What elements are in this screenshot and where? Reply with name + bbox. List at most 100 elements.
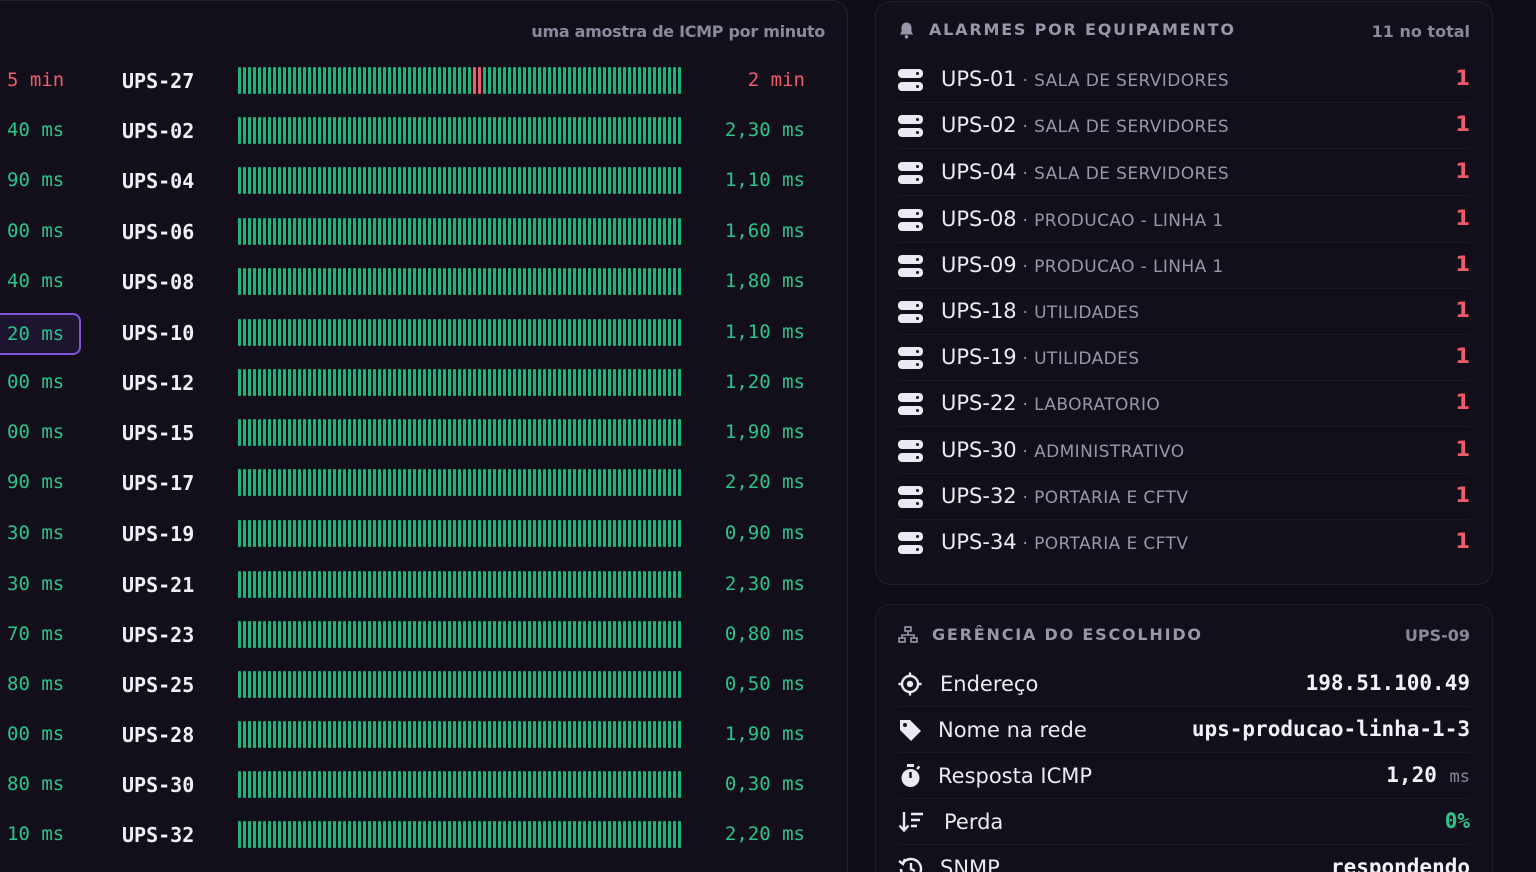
- device-name[interactable]: UPS-12: [122, 371, 195, 395]
- sample-bar: [498, 621, 501, 648]
- sample-bar: [303, 117, 306, 144]
- sample-bar: [248, 117, 251, 144]
- device-name[interactable]: UPS-04: [122, 169, 195, 193]
- sample-bar: [418, 771, 421, 798]
- sample-bar: [583, 167, 586, 194]
- ping-row[interactable]: 00 ms UPS-28 1,90 ms: [0, 715, 849, 765]
- sample-bar: [518, 117, 521, 144]
- sample-bar: [478, 419, 481, 446]
- sample-bar: [293, 67, 296, 94]
- previous-latency[interactable]: 20 ms: [0, 313, 81, 355]
- sample-bar: [568, 419, 571, 446]
- sample-bar: [398, 571, 401, 598]
- sample-bar: [603, 369, 606, 396]
- alarm-item[interactable]: UPS-30 · ADMINISTRATIVO 1: [898, 428, 1470, 474]
- sample-bar: [338, 721, 341, 748]
- sample-bar: [363, 268, 366, 295]
- alarm-item[interactable]: UPS-04 · SALA DE SERVIDORES 1: [898, 150, 1470, 196]
- device-name[interactable]: UPS-21: [122, 573, 195, 597]
- sample-bar: [323, 469, 326, 496]
- device-name[interactable]: UPS-19: [122, 522, 195, 546]
- alarm-item[interactable]: UPS-22 · LABORATORIO 1: [898, 381, 1470, 427]
- alarm-item[interactable]: UPS-01 · SALA DE SERVIDORES 1: [898, 57, 1470, 103]
- device-name[interactable]: UPS-08: [122, 270, 195, 294]
- sample-bar: [503, 67, 506, 94]
- ping-row[interactable]: 40 ms UPS-02 2,30 ms: [0, 111, 849, 161]
- sample-bar: [273, 771, 276, 798]
- sample-bar: [588, 67, 591, 94]
- ping-row[interactable]: 90 ms UPS-04 1,10 ms: [0, 161, 849, 211]
- sample-bar: [328, 419, 331, 446]
- ping-row[interactable]: 20 ms UPS-10 1,10 ms: [0, 313, 849, 363]
- sample-bar: [293, 419, 296, 446]
- alarm-item[interactable]: UPS-19 · UTILIDADES 1: [898, 335, 1470, 381]
- device-name[interactable]: UPS-28: [122, 723, 195, 747]
- sample-bar: [463, 721, 466, 748]
- device-name[interactable]: UPS-17: [122, 471, 195, 495]
- current-latency: 2,30 ms: [724, 573, 805, 595]
- ping-row[interactable]: 00 ms UPS-15 1,90 ms: [0, 413, 849, 463]
- ping-row[interactable]: 00 ms UPS-12 1,20 ms: [0, 363, 849, 413]
- sample-bar: [278, 369, 281, 396]
- sample-bar: [653, 268, 656, 295]
- device-name[interactable]: UPS-30: [122, 773, 195, 797]
- alarm-count: 1: [1455, 112, 1470, 136]
- sample-bar: [603, 67, 606, 94]
- sample-bar: [623, 520, 626, 547]
- device-name[interactable]: UPS-06: [122, 220, 195, 244]
- ping-row[interactable]: 30 ms UPS-19 0,90 ms: [0, 514, 849, 564]
- device-name[interactable]: UPS-02: [122, 119, 195, 143]
- sample-bar: [263, 571, 266, 598]
- alarm-item[interactable]: UPS-32 · PORTARIA E CFTV 1: [898, 474, 1470, 520]
- ping-row[interactable]: 40 ms UPS-08 1,80 ms: [0, 262, 849, 312]
- ping-row[interactable]: 10 ms UPS-32 2,20 ms: [0, 815, 849, 865]
- sample-bar: [353, 369, 356, 396]
- alarm-item[interactable]: UPS-02 · SALA DE SERVIDORES 1: [898, 103, 1470, 149]
- alarm-item[interactable]: UPS-34 · PORTARIA E CFTV 1: [898, 520, 1470, 566]
- sample-bar: [648, 771, 651, 798]
- ping-row[interactable]: 80 ms UPS-25 0,50 ms: [0, 665, 849, 715]
- sample-bar: [483, 621, 486, 648]
- alarm-item[interactable]: UPS-18 · UTILIDADES 1: [898, 289, 1470, 335]
- sample-bar: [603, 571, 606, 598]
- alarm-location: SALA DE SERVIDORES: [1034, 71, 1230, 91]
- sample-bar: [258, 268, 261, 295]
- device-name[interactable]: UPS-27: [122, 69, 195, 93]
- device-name[interactable]: UPS-10: [122, 321, 195, 345]
- sample-bar: [253, 117, 256, 144]
- device-name[interactable]: UPS-23: [122, 623, 195, 647]
- ping-row[interactable]: 80 ms UPS-30 0,30 ms: [0, 765, 849, 815]
- ping-row[interactable]: 00 ms UPS-06 1,60 ms: [0, 212, 849, 262]
- alarm-location: ADMINISTRATIVO: [1034, 442, 1185, 462]
- sample-bar: [428, 571, 431, 598]
- sample-bar: [553, 319, 556, 346]
- sample-bar: [668, 671, 671, 698]
- ping-row[interactable]: 90 ms UPS-17 2,20 ms: [0, 463, 849, 513]
- sample-bar: [343, 571, 346, 598]
- sample-bar: [378, 520, 381, 547]
- sample-bar: [238, 218, 241, 245]
- sample-bar: [418, 621, 421, 648]
- sample-bar: [473, 520, 476, 547]
- sample-bar: [428, 469, 431, 496]
- sample-bar: [458, 268, 461, 295]
- device-name[interactable]: UPS-32: [122, 823, 195, 847]
- ping-row[interactable]: 5 min UPS-27 2 min: [0, 61, 849, 111]
- sample-bar: [473, 821, 476, 848]
- sample-bar: [613, 621, 616, 648]
- server-icon: [898, 486, 923, 508]
- sample-bar: [573, 67, 576, 94]
- sample-bar: [318, 67, 321, 94]
- device-name[interactable]: UPS-15: [122, 421, 195, 445]
- sample-bar: [328, 571, 331, 598]
- device-name[interactable]: UPS-25: [122, 673, 195, 697]
- sample-bar: [468, 621, 471, 648]
- ping-row[interactable]: 70 ms UPS-23 0,80 ms: [0, 615, 849, 665]
- sample-bar: [663, 218, 666, 245]
- separator: ·: [1016, 488, 1035, 508]
- sample-bar: [523, 117, 526, 144]
- sample-bar: [298, 369, 301, 396]
- ping-row[interactable]: 30 ms UPS-21 2,30 ms: [0, 565, 849, 615]
